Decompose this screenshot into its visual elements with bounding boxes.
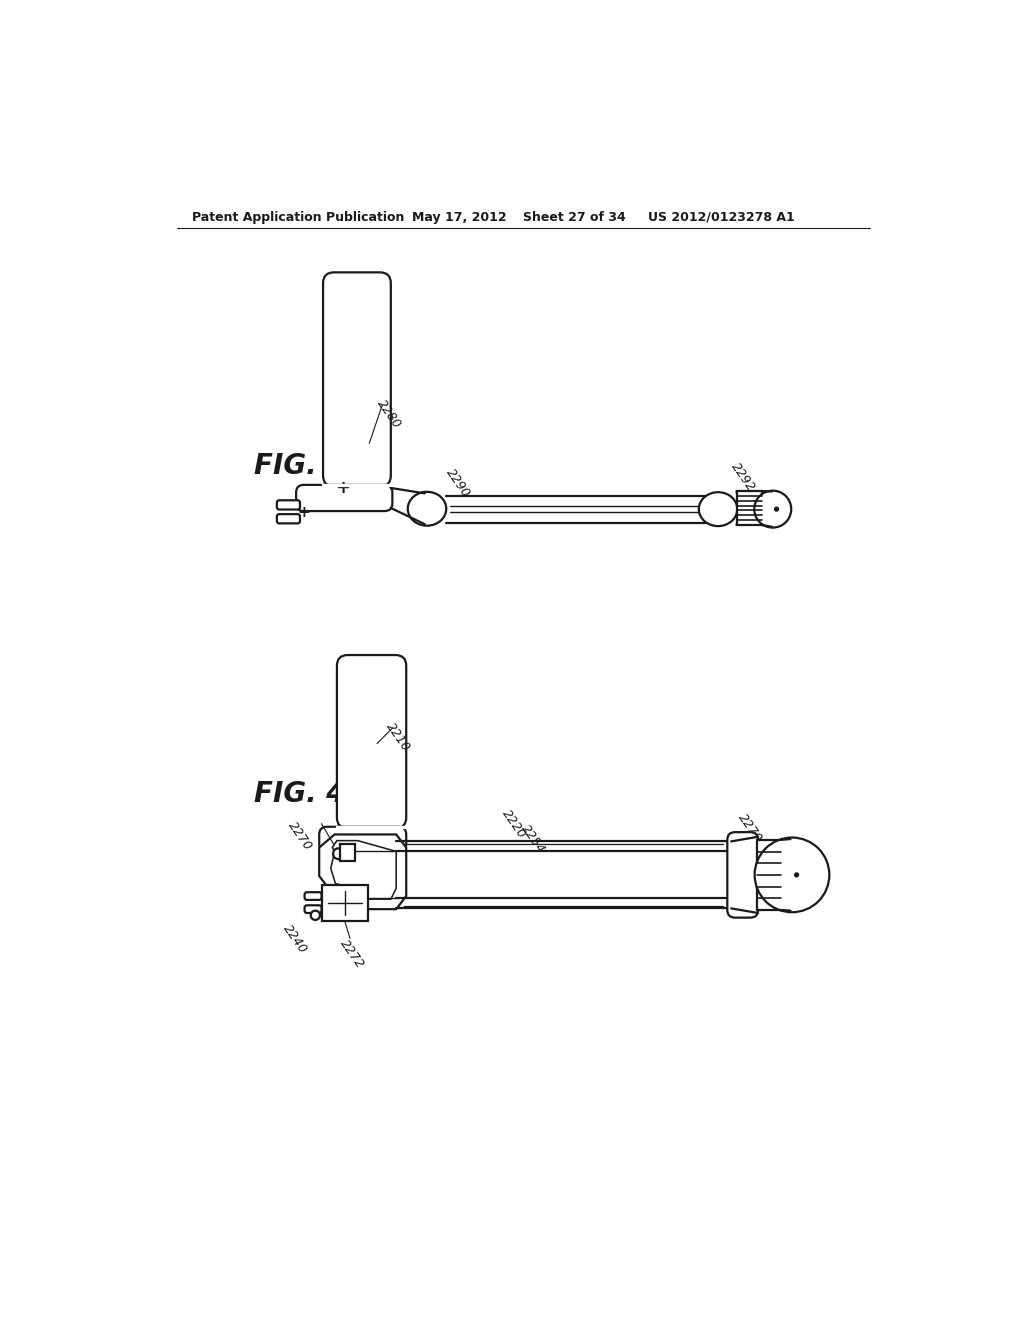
Text: 2280: 2280 <box>374 397 403 430</box>
Text: US 2012/0123278 A1: US 2012/0123278 A1 <box>648 211 795 224</box>
Text: 2272: 2272 <box>337 937 366 972</box>
Text: 2254: 2254 <box>519 822 548 855</box>
Text: +: + <box>335 479 350 496</box>
Bar <box>322 884 368 921</box>
Polygon shape <box>446 496 712 521</box>
Circle shape <box>310 911 319 920</box>
Text: 2292: 2292 <box>728 461 757 494</box>
Text: 2270: 2270 <box>736 812 765 845</box>
FancyBboxPatch shape <box>276 515 300 524</box>
Text: +: + <box>297 506 310 520</box>
Circle shape <box>333 849 344 859</box>
FancyBboxPatch shape <box>276 500 300 510</box>
Circle shape <box>775 507 778 511</box>
Bar <box>340 843 355 861</box>
Bar <box>736 491 762 525</box>
FancyBboxPatch shape <box>337 655 407 829</box>
FancyBboxPatch shape <box>323 272 391 487</box>
Text: 2220: 2220 <box>500 808 528 841</box>
Text: FIG. 47: FIG. 47 <box>254 453 365 480</box>
FancyBboxPatch shape <box>304 906 322 913</box>
Bar <box>757 840 781 909</box>
Ellipse shape <box>408 492 446 525</box>
FancyBboxPatch shape <box>727 832 758 917</box>
Circle shape <box>755 491 792 528</box>
Polygon shape <box>323 484 391 487</box>
Text: 2240: 2240 <box>281 923 309 956</box>
Text: FIG. 46: FIG. 46 <box>254 780 365 808</box>
Ellipse shape <box>698 492 737 527</box>
FancyBboxPatch shape <box>319 826 407 851</box>
Polygon shape <box>396 842 731 850</box>
Text: Sheet 27 of 34: Sheet 27 of 34 <box>523 211 626 224</box>
FancyBboxPatch shape <box>296 484 392 511</box>
Circle shape <box>755 837 829 912</box>
Polygon shape <box>396 899 731 908</box>
Polygon shape <box>337 826 407 829</box>
Polygon shape <box>319 834 407 909</box>
FancyBboxPatch shape <box>304 892 322 900</box>
Circle shape <box>795 873 799 876</box>
Text: Patent Application Publication: Patent Application Publication <box>193 211 404 224</box>
Text: 2290: 2290 <box>443 466 472 500</box>
Text: 2270: 2270 <box>286 818 314 853</box>
Text: 2210: 2210 <box>383 721 413 754</box>
Text: May 17, 2012: May 17, 2012 <box>412 211 506 224</box>
Polygon shape <box>331 841 396 899</box>
